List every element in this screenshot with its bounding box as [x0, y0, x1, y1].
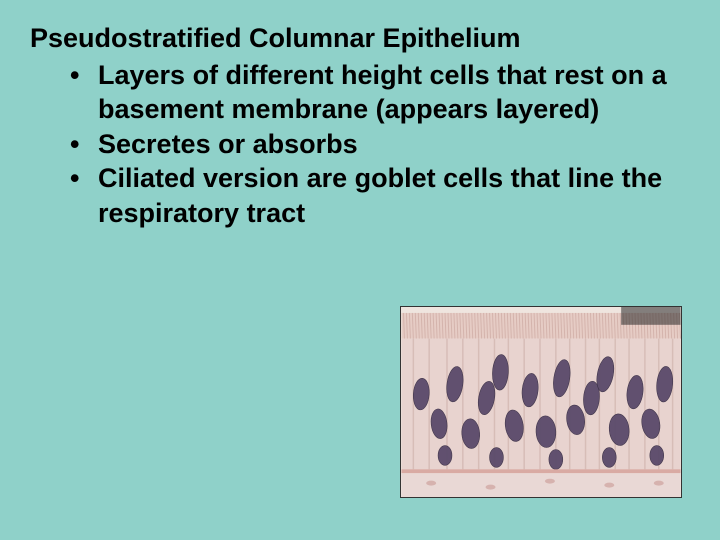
bullet-item: Layers of different height cells that re…	[70, 58, 690, 127]
bullet-list: Layers of different height cells that re…	[30, 58, 690, 231]
histology-svg	[401, 307, 681, 497]
histology-figure	[400, 306, 682, 498]
slide-content: Pseudostratified Columnar Epithelium Lay…	[0, 0, 720, 230]
slide-title: Pseudostratified Columnar Epithelium	[30, 22, 690, 56]
bullet-item: Ciliated version are goblet cells that l…	[70, 161, 690, 230]
bullet-item: Secretes or absorbs	[70, 127, 690, 162]
